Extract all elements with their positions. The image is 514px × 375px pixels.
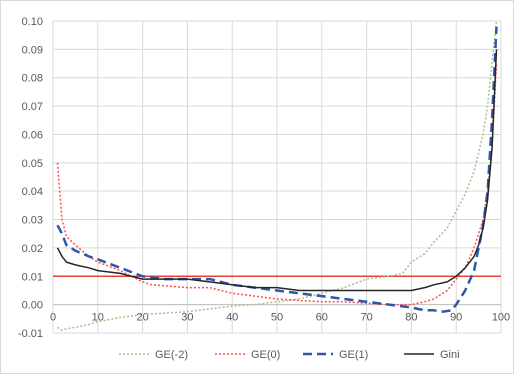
y-tick-label: 0.06 xyxy=(22,129,43,141)
y-axis-tick-labels: -0.01 0.00 0.01 0.02 0.03 0.04 0.05 0.06 0.07 0.0… xyxy=(18,16,43,340)
x-tick-label: 20 xyxy=(136,312,148,324)
x-tick-label: 10 xyxy=(92,312,104,324)
x-tick-label: 40 xyxy=(226,312,238,324)
y-tick-label: 0.02 xyxy=(22,243,43,255)
legend: GE(-2) GE(0) GE(1) Gini xyxy=(119,349,460,361)
y-tick-label: 0.10 xyxy=(22,16,43,28)
x-tick-label: 70 xyxy=(360,312,372,324)
series-line-gini xyxy=(56,49,498,292)
legend-label: GE(-2) xyxy=(155,349,188,361)
y-tick-label: 0.03 xyxy=(22,215,43,227)
x-tick-label: 0 xyxy=(50,312,56,324)
series-line-ge1 xyxy=(56,26,498,313)
series-line-ge0 xyxy=(56,63,498,306)
x-axis-tick-labels: 0 10 20 30 40 50 60 70 80 90 100 xyxy=(50,312,510,324)
y-tick-label: 0.08 xyxy=(22,73,43,85)
x-tick-label: 60 xyxy=(316,312,328,324)
x-tick-label: 30 xyxy=(181,312,193,324)
x-tick-label: 50 xyxy=(271,312,283,324)
x-tick-label: 80 xyxy=(405,312,417,324)
series-lines xyxy=(56,20,498,331)
y-tick-label: 0.09 xyxy=(22,44,43,56)
y-tick-label: 0.07 xyxy=(22,101,43,113)
x-tick-label: 90 xyxy=(450,312,462,324)
y-tick-label: 0.05 xyxy=(22,158,43,170)
y-tick-label: 0.01 xyxy=(22,271,43,283)
y-tick-label: -0.01 xyxy=(18,328,43,340)
series-line-ge2 xyxy=(57,20,498,331)
gridlines xyxy=(52,20,502,334)
legend-label: Gini xyxy=(440,349,460,361)
legend-label: GE(0) xyxy=(251,349,280,361)
y-tick-label: 0.00 xyxy=(22,300,43,312)
legend-label: GE(1) xyxy=(339,349,368,361)
y-tick-label: 0.04 xyxy=(22,186,43,198)
x-tick-label: 100 xyxy=(492,312,510,324)
